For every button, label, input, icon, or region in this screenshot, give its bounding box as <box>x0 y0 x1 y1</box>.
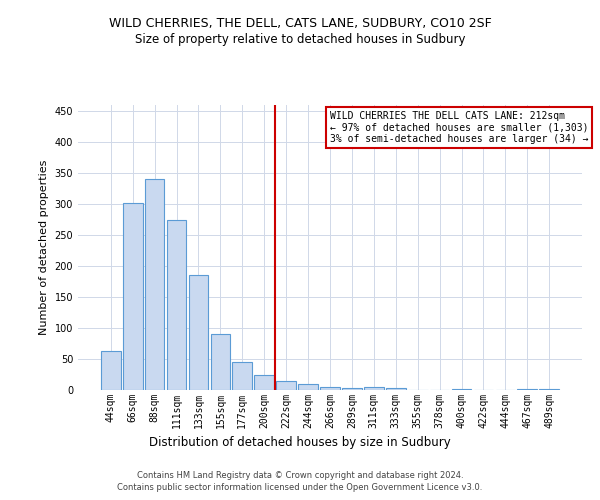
Bar <box>232 362 252 390</box>
Bar <box>101 351 121 390</box>
Bar <box>342 388 362 390</box>
Bar <box>167 220 187 390</box>
Bar <box>452 389 472 390</box>
Bar <box>211 334 230 390</box>
Bar <box>254 374 274 390</box>
Bar <box>123 203 143 390</box>
Bar <box>276 380 296 390</box>
Bar <box>145 180 164 390</box>
Bar <box>386 388 406 390</box>
Text: Size of property relative to detached houses in Sudbury: Size of property relative to detached ho… <box>135 32 465 46</box>
Bar <box>517 389 537 390</box>
Bar <box>298 384 318 390</box>
Text: WILD CHERRIES, THE DELL, CATS LANE, SUDBURY, CO10 2SF: WILD CHERRIES, THE DELL, CATS LANE, SUDB… <box>109 18 491 30</box>
Bar <box>188 276 208 390</box>
Y-axis label: Number of detached properties: Number of detached properties <box>39 160 49 335</box>
Text: WILD CHERRIES THE DELL CATS LANE: 212sqm
← 97% of detached houses are smaller (1: WILD CHERRIES THE DELL CATS LANE: 212sqm… <box>330 110 589 144</box>
Bar <box>364 387 384 390</box>
Text: Contains HM Land Registry data © Crown copyright and database right 2024.: Contains HM Land Registry data © Crown c… <box>137 470 463 480</box>
Text: Distribution of detached houses by size in Sudbury: Distribution of detached houses by size … <box>149 436 451 449</box>
Text: Contains public sector information licensed under the Open Government Licence v3: Contains public sector information licen… <box>118 483 482 492</box>
Bar <box>320 387 340 390</box>
